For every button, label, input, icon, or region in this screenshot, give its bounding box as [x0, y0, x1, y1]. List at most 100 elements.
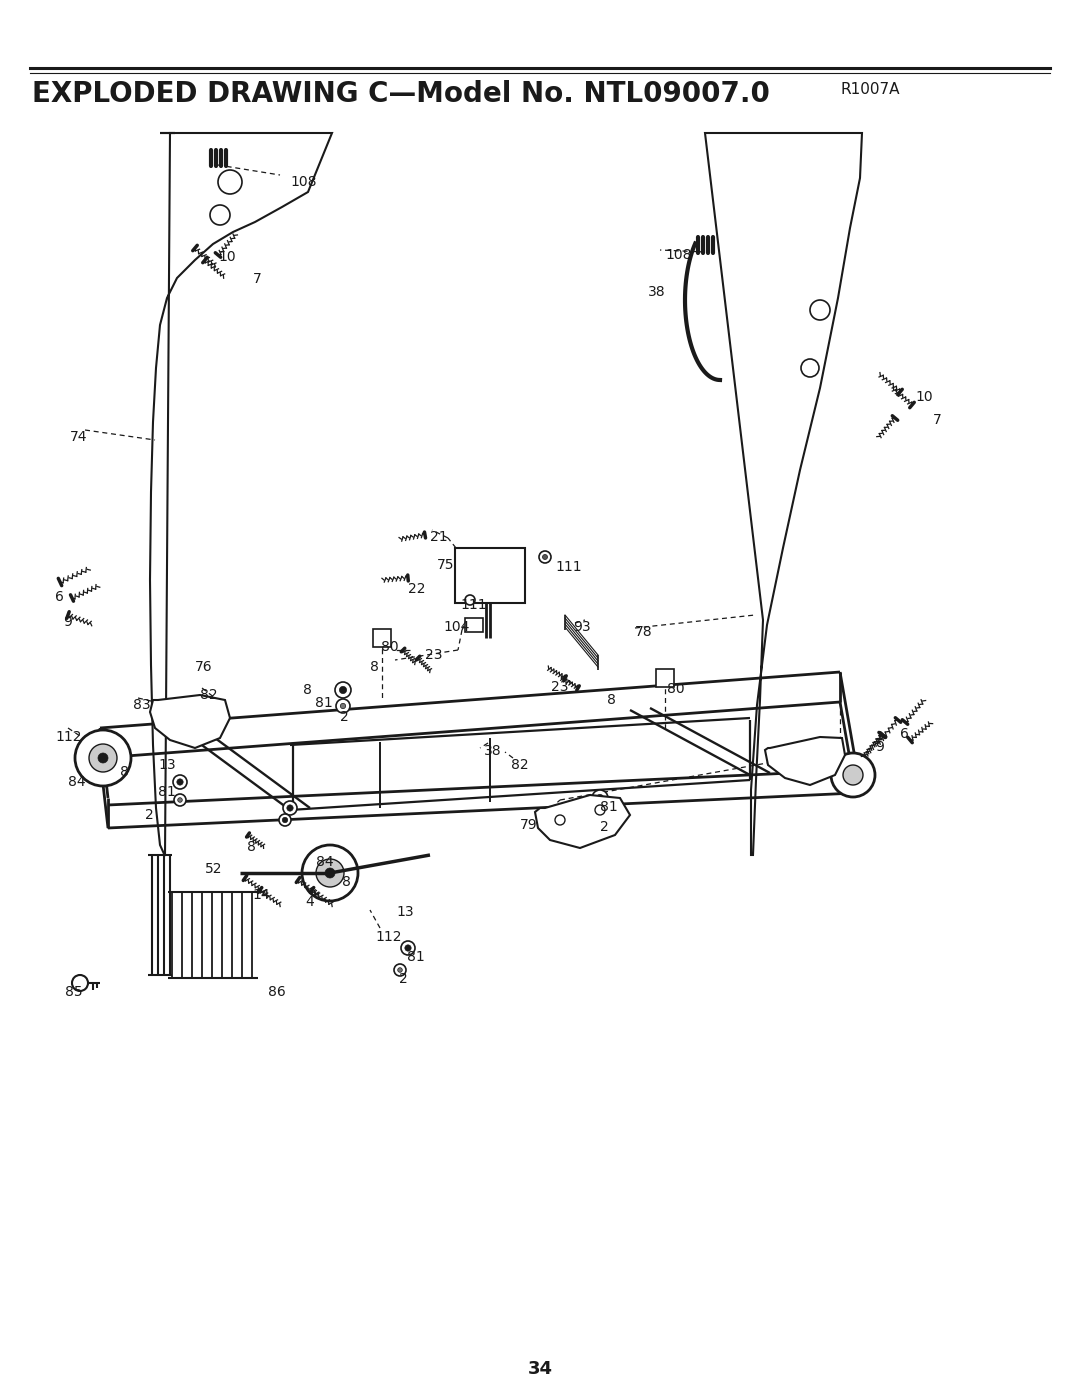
Polygon shape [705, 133, 862, 855]
Circle shape [539, 550, 551, 563]
Text: R1007A: R1007A [840, 82, 900, 96]
Text: 86: 86 [268, 985, 286, 999]
Text: 108: 108 [665, 249, 691, 263]
Circle shape [282, 817, 287, 823]
Text: 23: 23 [551, 680, 568, 694]
Circle shape [98, 753, 108, 763]
Text: 104: 104 [443, 620, 470, 634]
Text: 2: 2 [600, 820, 609, 834]
Text: 81: 81 [407, 950, 424, 964]
Polygon shape [535, 795, 630, 848]
Circle shape [218, 170, 242, 194]
Text: 23: 23 [426, 648, 443, 662]
Text: 2: 2 [399, 972, 408, 986]
Polygon shape [765, 738, 845, 785]
Circle shape [593, 812, 607, 826]
Circle shape [397, 968, 402, 972]
Text: 7: 7 [933, 414, 942, 427]
Text: 10: 10 [915, 390, 933, 404]
Text: 82: 82 [511, 759, 528, 773]
Circle shape [72, 975, 87, 990]
Circle shape [335, 682, 351, 698]
Text: 8: 8 [247, 840, 256, 854]
Text: 74: 74 [70, 430, 87, 444]
Circle shape [173, 775, 187, 789]
Circle shape [801, 359, 819, 377]
Circle shape [174, 793, 186, 806]
Circle shape [336, 698, 350, 712]
Text: 38: 38 [648, 285, 665, 299]
Circle shape [465, 595, 475, 605]
Text: 52: 52 [205, 862, 222, 876]
Text: 2: 2 [145, 807, 153, 821]
Text: 111: 111 [555, 560, 582, 574]
Text: 22: 22 [408, 583, 426, 597]
Polygon shape [150, 133, 332, 856]
Circle shape [316, 859, 345, 887]
Circle shape [810, 300, 831, 320]
Text: EXPLODED DRAWING C—Model No. NTL09007.0: EXPLODED DRAWING C—Model No. NTL09007.0 [32, 80, 770, 108]
Text: 6: 6 [900, 726, 909, 740]
Circle shape [394, 964, 406, 977]
Circle shape [401, 942, 415, 956]
Circle shape [597, 816, 603, 820]
Text: 112: 112 [55, 731, 81, 745]
Circle shape [555, 814, 565, 826]
Circle shape [843, 766, 863, 785]
Circle shape [302, 845, 357, 901]
Circle shape [279, 814, 291, 826]
Text: 9: 9 [875, 740, 883, 754]
Circle shape [340, 703, 346, 708]
Text: 8: 8 [342, 875, 351, 888]
Text: 8: 8 [303, 683, 312, 697]
Text: 21: 21 [430, 529, 447, 543]
Text: 8: 8 [120, 766, 129, 780]
Text: 14: 14 [252, 888, 270, 902]
Text: 93: 93 [573, 620, 591, 634]
Text: 85: 85 [65, 985, 83, 999]
Text: 81: 81 [158, 785, 176, 799]
Bar [465, 617, 483, 631]
Bar [455, 548, 525, 604]
Text: 80: 80 [381, 640, 399, 654]
Circle shape [405, 944, 411, 951]
Text: 78: 78 [635, 624, 652, 638]
Circle shape [89, 745, 117, 773]
Text: 13: 13 [396, 905, 414, 919]
Text: 34: 34 [527, 1361, 553, 1377]
Circle shape [595, 805, 605, 814]
Text: 7: 7 [253, 272, 261, 286]
Circle shape [287, 805, 293, 812]
Text: 81: 81 [315, 696, 333, 710]
Text: 4: 4 [305, 895, 314, 909]
Bar [656, 669, 674, 687]
Circle shape [178, 798, 183, 802]
Circle shape [283, 800, 297, 814]
Text: 84: 84 [316, 855, 334, 869]
Circle shape [592, 789, 608, 806]
Text: 2: 2 [340, 710, 349, 724]
Text: 8: 8 [370, 659, 379, 673]
Text: 38: 38 [484, 745, 501, 759]
Text: 112: 112 [375, 930, 402, 944]
Text: 6: 6 [55, 590, 64, 604]
Text: 83: 83 [133, 698, 150, 712]
Circle shape [596, 795, 604, 802]
Text: 82: 82 [200, 687, 218, 703]
Text: 84: 84 [68, 775, 85, 789]
Text: 80: 80 [667, 682, 685, 696]
Circle shape [339, 686, 347, 693]
Circle shape [177, 780, 184, 785]
Text: 79: 79 [519, 819, 538, 833]
Text: 8: 8 [607, 693, 616, 707]
Text: 111: 111 [460, 598, 487, 612]
Text: 9: 9 [63, 615, 72, 629]
Text: 13: 13 [158, 759, 176, 773]
Circle shape [210, 205, 230, 225]
Circle shape [75, 731, 131, 787]
Text: 10: 10 [218, 250, 235, 264]
Text: 75: 75 [437, 557, 455, 571]
Text: 108: 108 [291, 175, 316, 189]
Text: 81: 81 [600, 800, 618, 814]
Bar [373, 629, 391, 647]
